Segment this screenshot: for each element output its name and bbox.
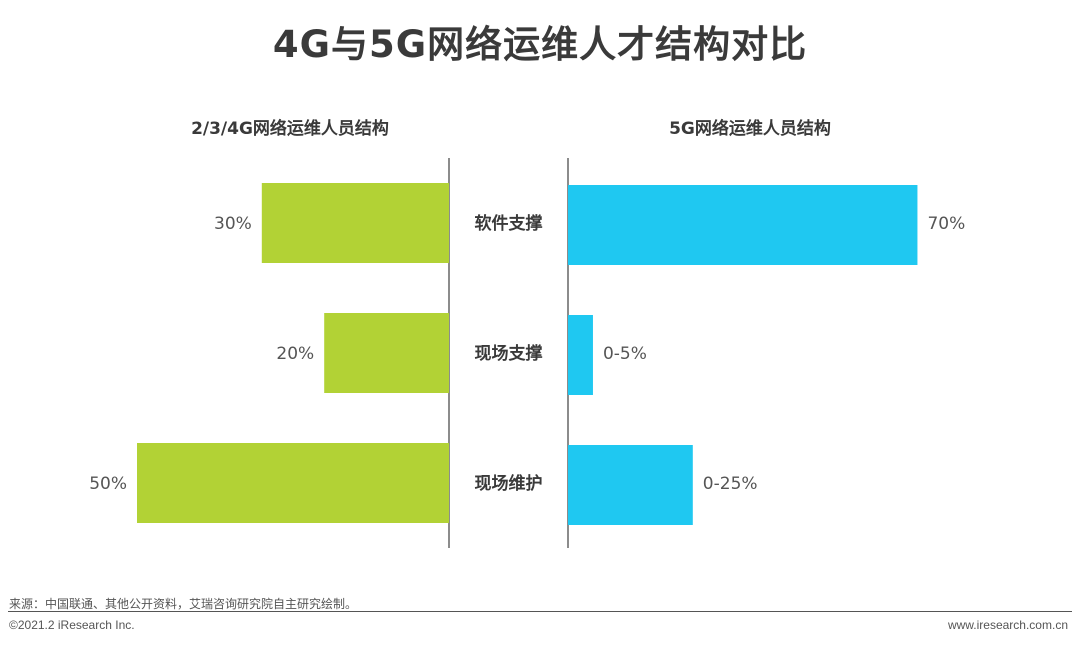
right-value-label-2: 0-5% — [603, 344, 647, 364]
left-value-label-2: 20% — [276, 344, 314, 364]
footer-divider — [8, 611, 1072, 612]
left-value-label-1: 30% — [214, 214, 252, 234]
right-bar-1 — [568, 185, 918, 265]
left-bar-1 — [261, 183, 449, 263]
page-title: 4G与5G网络运维人才结构对比 — [272, 23, 808, 66]
copyright-text: ©2021.2 iResearch Inc. — [9, 618, 135, 632]
source-note: 来源：中国联通、其他公开资料，艾瑞咨询研究院自主研究绘制。 — [9, 597, 358, 611]
right-value-label-1: 70% — [927, 214, 965, 234]
right-value-label-3: 0-25% — [703, 474, 758, 494]
right-bar-2 — [568, 315, 593, 395]
category-label-2: 现场支撑 — [475, 343, 543, 364]
category-label-1: 软件支撑 — [475, 213, 543, 234]
right-bar-3 — [568, 445, 693, 525]
left-chart-title: 2/3/4G网络运维人员结构 — [191, 119, 389, 139]
left-value-label-3: 50% — [89, 474, 127, 494]
right-chart-title: 5G网络运维人员结构 — [669, 119, 831, 139]
website-text: www.iresearch.com.cn — [947, 618, 1068, 632]
left-bar-3 — [137, 443, 449, 523]
category-label-3: 现场维护 — [475, 473, 543, 494]
left-bar-2 — [324, 313, 449, 393]
